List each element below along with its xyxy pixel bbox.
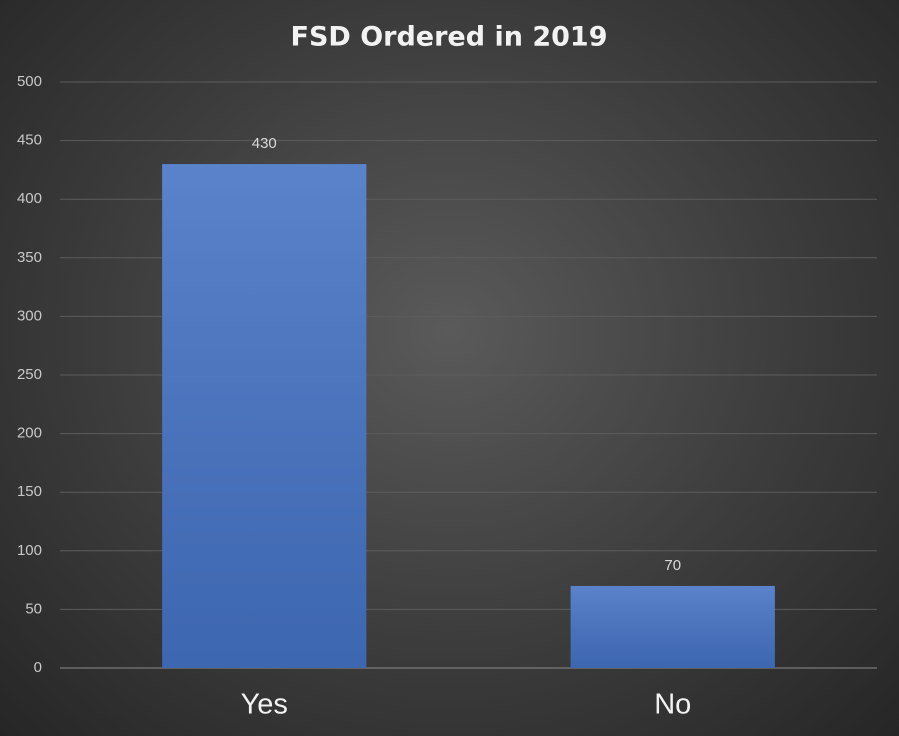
x-tick-label: No [654,689,691,721]
y-tick-label: 500 [17,73,42,90]
y-tick-label: 0 [34,659,42,676]
y-tick-label: 50 [25,600,42,617]
y-tick-label: 300 [17,307,42,324]
x-tick-label: Yes [241,689,288,721]
y-tick-label: 150 [17,483,42,500]
y-tick-label: 350 [17,249,42,266]
y-tick-label: 200 [17,425,42,442]
y-tick-label: 450 [17,132,42,149]
data-label: 70 [664,557,681,574]
bar-shade [162,164,367,669]
y-tick-label: 400 [17,190,42,207]
chart-title: FSD Ordered in 2019 [291,22,608,53]
y-tick-label: 100 [17,542,42,559]
data-label: 430 [252,135,277,152]
y-tick-label: 250 [17,366,42,383]
bar-shade [570,585,775,668]
